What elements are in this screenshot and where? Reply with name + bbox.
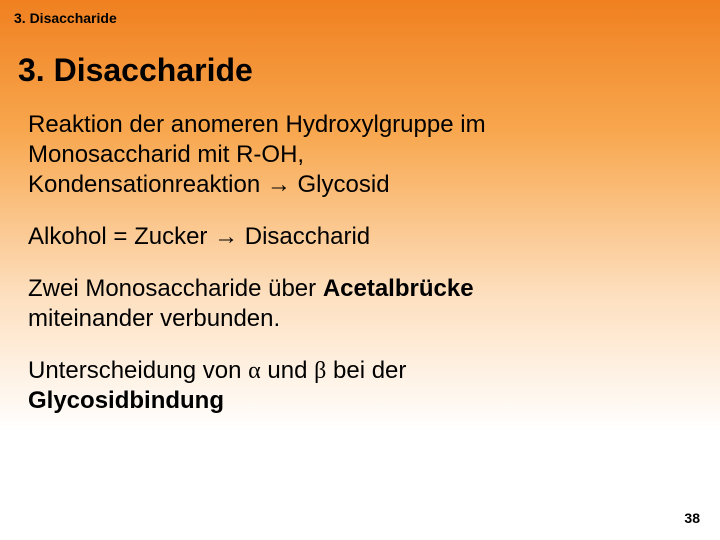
p4-und: und	[261, 357, 314, 384]
p1-l1: Reaktion der anomeren Hydroxylgruppe im	[28, 111, 486, 138]
p4-l2-bold: Glycosidbindung	[28, 387, 224, 414]
page-number: 38	[684, 510, 700, 526]
p4b: bei der	[326, 357, 406, 384]
p1-l3a: Kondensationreaktion	[28, 171, 267, 198]
paragraph-4: Unterscheidung von α und β bei der Glyco…	[28, 356, 680, 416]
p2a: Alkohol = Zucker	[28, 223, 214, 250]
beta-symbol: β	[314, 358, 326, 384]
alpha-symbol: α	[248, 358, 261, 384]
p3-bold: Acetalbrücke	[323, 275, 474, 302]
slide-body: Reaktion der anomeren Hydroxylgruppe im …	[28, 110, 680, 438]
paragraph-1: Reaktion der anomeren Hydroxylgruppe im …	[28, 110, 680, 200]
p3-l2: miteinander verbunden.	[28, 305, 280, 332]
arrow-icon: →	[214, 223, 238, 250]
p1-l2: Monosaccharid mit R-OH,	[28, 141, 304, 168]
arrow-icon: →	[267, 171, 291, 198]
header-breadcrumb: 3. Disaccharide	[14, 10, 117, 26]
p1-l3b: Glycosid	[291, 171, 390, 198]
paragraph-2: Alkohol = Zucker → Disaccharid	[28, 222, 680, 252]
slide: 3. Disaccharide 3. Disaccharide Reaktion…	[0, 0, 720, 540]
p2b: Disaccharid	[238, 223, 370, 250]
p4a: Unterscheidung von	[28, 357, 248, 384]
p3a: Zwei Monosaccharide über	[28, 275, 323, 302]
slide-title: 3. Disaccharide	[18, 52, 253, 89]
paragraph-3: Zwei Monosaccharide über Acetalbrücke mi…	[28, 274, 680, 334]
